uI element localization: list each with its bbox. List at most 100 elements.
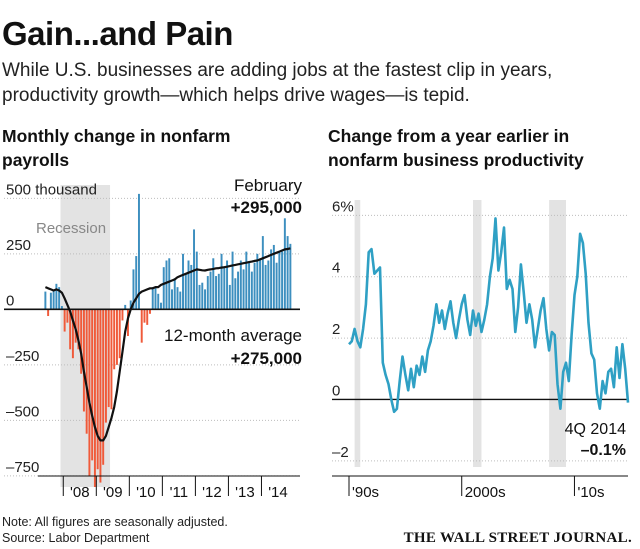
note-text: Note: All figures are seasonally adjuste… <box>2 515 228 529</box>
payroll-bar <box>96 309 99 470</box>
payroll-bar <box>162 267 165 310</box>
payroll-bar <box>209 271 212 310</box>
payroll-bar <box>146 309 149 325</box>
payroll-bar <box>71 309 74 359</box>
annotation-label: February <box>234 176 303 195</box>
payroll-bar <box>270 249 273 310</box>
y-tick-label: 0 <box>6 292 14 309</box>
payroll-bar <box>91 309 94 461</box>
payroll-bar <box>253 262 256 310</box>
chart-title: Gain...and Pain <box>2 15 233 52</box>
payroll-bar <box>47 309 50 317</box>
annotation-label: 12-month average <box>164 326 302 345</box>
payroll-bar <box>129 300 132 310</box>
payroll-bar <box>69 309 72 350</box>
payroll-bar <box>278 251 281 310</box>
payroll-bar <box>286 236 289 310</box>
x-tick-label: '12 <box>202 484 222 501</box>
y-tick-label: 6% <box>332 198 354 215</box>
payroll-bar <box>261 236 264 310</box>
payroll-bar <box>160 302 162 310</box>
payroll-bar <box>93 309 96 487</box>
payroll-bar <box>215 276 218 310</box>
payroll-bar <box>231 251 234 310</box>
payroll-bar <box>259 258 262 310</box>
payroll-bar <box>49 292 52 310</box>
payroll-bar <box>113 309 116 370</box>
recession-label: Recession <box>36 220 106 237</box>
y-tick-label: 4 <box>332 260 340 277</box>
payroll-bar <box>135 256 138 310</box>
chart-subtitle: While U.S. businesses are adding jobs at… <box>2 60 553 106</box>
payroll-bar <box>182 253 184 310</box>
payroll-bar <box>256 253 259 310</box>
payroll-bar <box>52 290 55 310</box>
source-text: Source: Labor Department <box>2 531 150 545</box>
x-tick-label: '11 <box>170 484 188 501</box>
y-tick-label: 500 thousand <box>6 181 97 198</box>
payroll-bar <box>154 287 157 310</box>
publisher-logo: THE WALL STREET JOURNAL. <box>403 530 632 546</box>
payroll-bar <box>44 291 47 310</box>
payroll-bar <box>198 284 201 310</box>
recession-band <box>354 200 361 467</box>
payroll-bar <box>187 260 190 310</box>
payroll-bar <box>212 258 215 310</box>
recession-band <box>473 200 482 467</box>
payroll-bar <box>82 309 85 412</box>
payroll-bar <box>272 244 275 310</box>
footnote: Note: All figures are seasonally adjuste… <box>2 514 228 546</box>
payroll-bar <box>121 309 124 321</box>
payroll-bar <box>85 309 88 434</box>
payroll-bar <box>77 309 80 350</box>
recession-band <box>60 185 111 487</box>
payroll-bar <box>132 269 135 310</box>
payroll-bar <box>267 260 270 310</box>
y-tick-label: 0 <box>332 382 340 399</box>
x-tick-label: '90s <box>352 484 379 501</box>
annotation-value: +295,000 <box>231 198 302 217</box>
payroll-bar <box>58 287 61 310</box>
productivity-line <box>348 217 630 414</box>
payroll-bar <box>239 260 242 310</box>
productivity-chart-title: Change from a year earlier in nonfarm bu… <box>328 126 584 170</box>
payrolls-chart-title: Monthly change in nonfarm payrolls <box>2 126 231 170</box>
payroll-bar <box>204 289 207 310</box>
payroll-bar <box>157 293 160 310</box>
payroll-bar <box>137 193 140 310</box>
payroll-bar <box>217 273 220 310</box>
x-tick-label: '09 <box>103 484 123 501</box>
y-tick-label: 250 <box>6 237 31 254</box>
payroll-bar <box>242 269 245 310</box>
x-tick-label: '10s <box>577 484 604 501</box>
payroll-bar <box>118 309 121 359</box>
payroll-bar <box>115 309 118 365</box>
x-tick-label: '08 <box>70 484 90 501</box>
y-tick-label: –750 <box>6 459 39 476</box>
payroll-bar <box>60 306 63 310</box>
payroll-bar <box>124 304 127 310</box>
x-tick-label: 2000s <box>465 484 506 501</box>
payroll-bar <box>264 264 267 310</box>
payroll-bar <box>140 309 143 343</box>
payroll-bar <box>283 218 286 310</box>
annotation-label: 4Q 2014 <box>565 421 626 438</box>
payroll-bar <box>143 309 146 323</box>
payroll-bar <box>195 251 198 310</box>
payroll-bar <box>168 258 171 310</box>
payroll-bar <box>165 260 168 310</box>
payroll-bar <box>55 283 58 310</box>
y-tick-label: –500 <box>6 403 39 420</box>
payroll-bar <box>228 284 231 310</box>
payroll-bar <box>281 251 284 310</box>
payroll-bar <box>102 309 105 465</box>
payroll-bar <box>104 309 107 423</box>
payroll-bar <box>171 289 173 310</box>
y-tick-label: –2 <box>332 444 349 461</box>
x-tick-label: '10 <box>136 484 156 501</box>
y-tick-label: 2 <box>332 321 340 338</box>
payroll-bar <box>173 278 176 310</box>
x-tick-label: '13 <box>235 484 255 501</box>
average-line <box>44 247 291 442</box>
